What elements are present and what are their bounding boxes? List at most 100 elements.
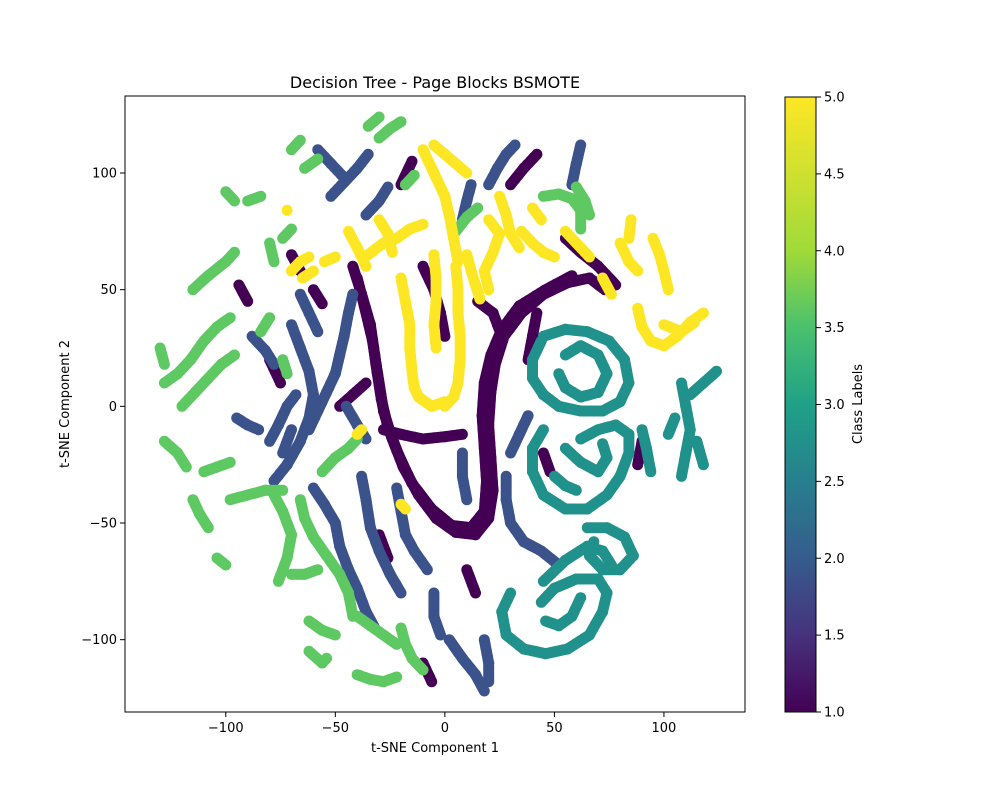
scatter-point — [408, 169, 420, 181]
y-tick-label: −100 — [81, 633, 117, 648]
scatter-point — [406, 155, 418, 167]
scatter-point — [277, 447, 289, 459]
scatter-point — [294, 134, 306, 146]
y-tick-label: 0 — [109, 400, 117, 415]
scatter-point — [584, 251, 595, 263]
series-class-5 — [281, 139, 709, 515]
colorbar-label: Class Labels — [851, 364, 866, 444]
scatter-point — [268, 475, 280, 487]
scatter-point — [575, 223, 587, 235]
scatter-point — [439, 400, 451, 412]
y-tick-label: 100 — [92, 167, 117, 182]
scatter-point — [268, 358, 280, 370]
scatter-point — [540, 615, 552, 627]
colorbar-tick-label: 1.5 — [824, 629, 845, 644]
y-tick-label: 50 — [100, 283, 117, 298]
plot-points — [154, 111, 722, 697]
scatter-point — [711, 365, 722, 377]
scatter-point — [312, 564, 324, 576]
scatter-point — [286, 223, 297, 235]
scatter-point — [461, 494, 473, 506]
scatter-point — [395, 116, 407, 128]
scatter-point — [386, 246, 398, 258]
scatter-point — [662, 284, 674, 296]
scatter-point — [548, 251, 560, 263]
scatter-point — [329, 251, 341, 263]
x-tick-label: 100 — [652, 721, 677, 736]
scatter-point — [202, 522, 214, 534]
scatter-point — [465, 179, 477, 191]
colorbar-tick-label: 3.0 — [824, 398, 845, 413]
scatter-point — [272, 575, 284, 587]
scatter-point — [689, 316, 701, 328]
x-tick-label: −100 — [208, 721, 244, 736]
series-class-2 — [231, 139, 587, 697]
scatter-point — [158, 358, 170, 370]
y-axis: −100 −50 0 50 100 — [81, 167, 125, 648]
scatter-point — [632, 265, 644, 277]
scatter-point — [303, 251, 315, 263]
scatter-point — [281, 204, 293, 216]
chart-title: Decision Tree - Page Blocks BSMOTE — [290, 73, 580, 92]
scatter-point — [224, 456, 236, 468]
series-class-3 — [496, 323, 722, 660]
scatter-point — [483, 676, 495, 688]
series-class-4 — [154, 111, 595, 688]
scatter-point — [321, 652, 333, 664]
scatter-point — [697, 459, 709, 471]
scatter-point — [351, 428, 363, 440]
scatter-point — [382, 181, 394, 193]
scatter-point — [281, 368, 293, 380]
colorbar-tick-label: 2.0 — [824, 552, 845, 567]
scatter-point — [531, 148, 543, 160]
scatter-point — [417, 218, 429, 230]
scatter-point — [535, 335, 547, 347]
plot-frame — [124, 95, 746, 713]
y-axis-label: t-SNE Component 2 — [58, 340, 73, 468]
scatter-point — [697, 307, 709, 319]
scatter-point — [360, 433, 372, 445]
scatter-point — [513, 242, 525, 254]
scatter-point — [277, 484, 289, 496]
scatter-point — [220, 559, 232, 571]
colorbar — [784, 96, 817, 713]
scatter-point — [290, 389, 302, 401]
scatter-point — [421, 564, 433, 576]
scatter-point — [307, 265, 319, 277]
scatter-point — [360, 260, 372, 272]
scatter-point — [470, 587, 481, 599]
scatter-point — [329, 629, 341, 641]
scatter-point — [456, 428, 468, 440]
scatter-point — [229, 246, 240, 258]
scatter-point — [676, 470, 687, 482]
scatter-point — [417, 664, 429, 676]
scatter-point — [312, 153, 324, 165]
scatter-point — [180, 461, 192, 473]
scatter-point — [224, 312, 236, 324]
scatter-point — [575, 139, 587, 151]
scatter-point — [362, 148, 374, 160]
scatter-point — [662, 428, 674, 440]
scatter-point — [535, 214, 547, 226]
scatter-point — [347, 288, 359, 300]
scatter-point — [312, 326, 324, 338]
scatter-point — [264, 312, 276, 324]
x-tick-label: 50 — [546, 721, 563, 736]
scatter-point — [474, 293, 486, 305]
scatter-point — [566, 270, 578, 282]
scatter-point — [472, 202, 484, 214]
scatter-point — [452, 256, 464, 268]
scatter-point — [632, 459, 644, 471]
scatter-point — [575, 433, 587, 445]
scatter-point — [338, 172, 350, 184]
scatter-point — [399, 503, 411, 515]
scatter-point — [570, 484, 582, 496]
scatter-point — [439, 330, 451, 342]
scatter-point — [588, 536, 600, 548]
colorbar-tick-label: 5.0 — [824, 91, 845, 106]
colorbar-tick-label: 3.5 — [824, 321, 845, 336]
scatter-point — [553, 368, 565, 380]
scatter-point — [373, 111, 385, 123]
scatter-point — [268, 256, 280, 268]
